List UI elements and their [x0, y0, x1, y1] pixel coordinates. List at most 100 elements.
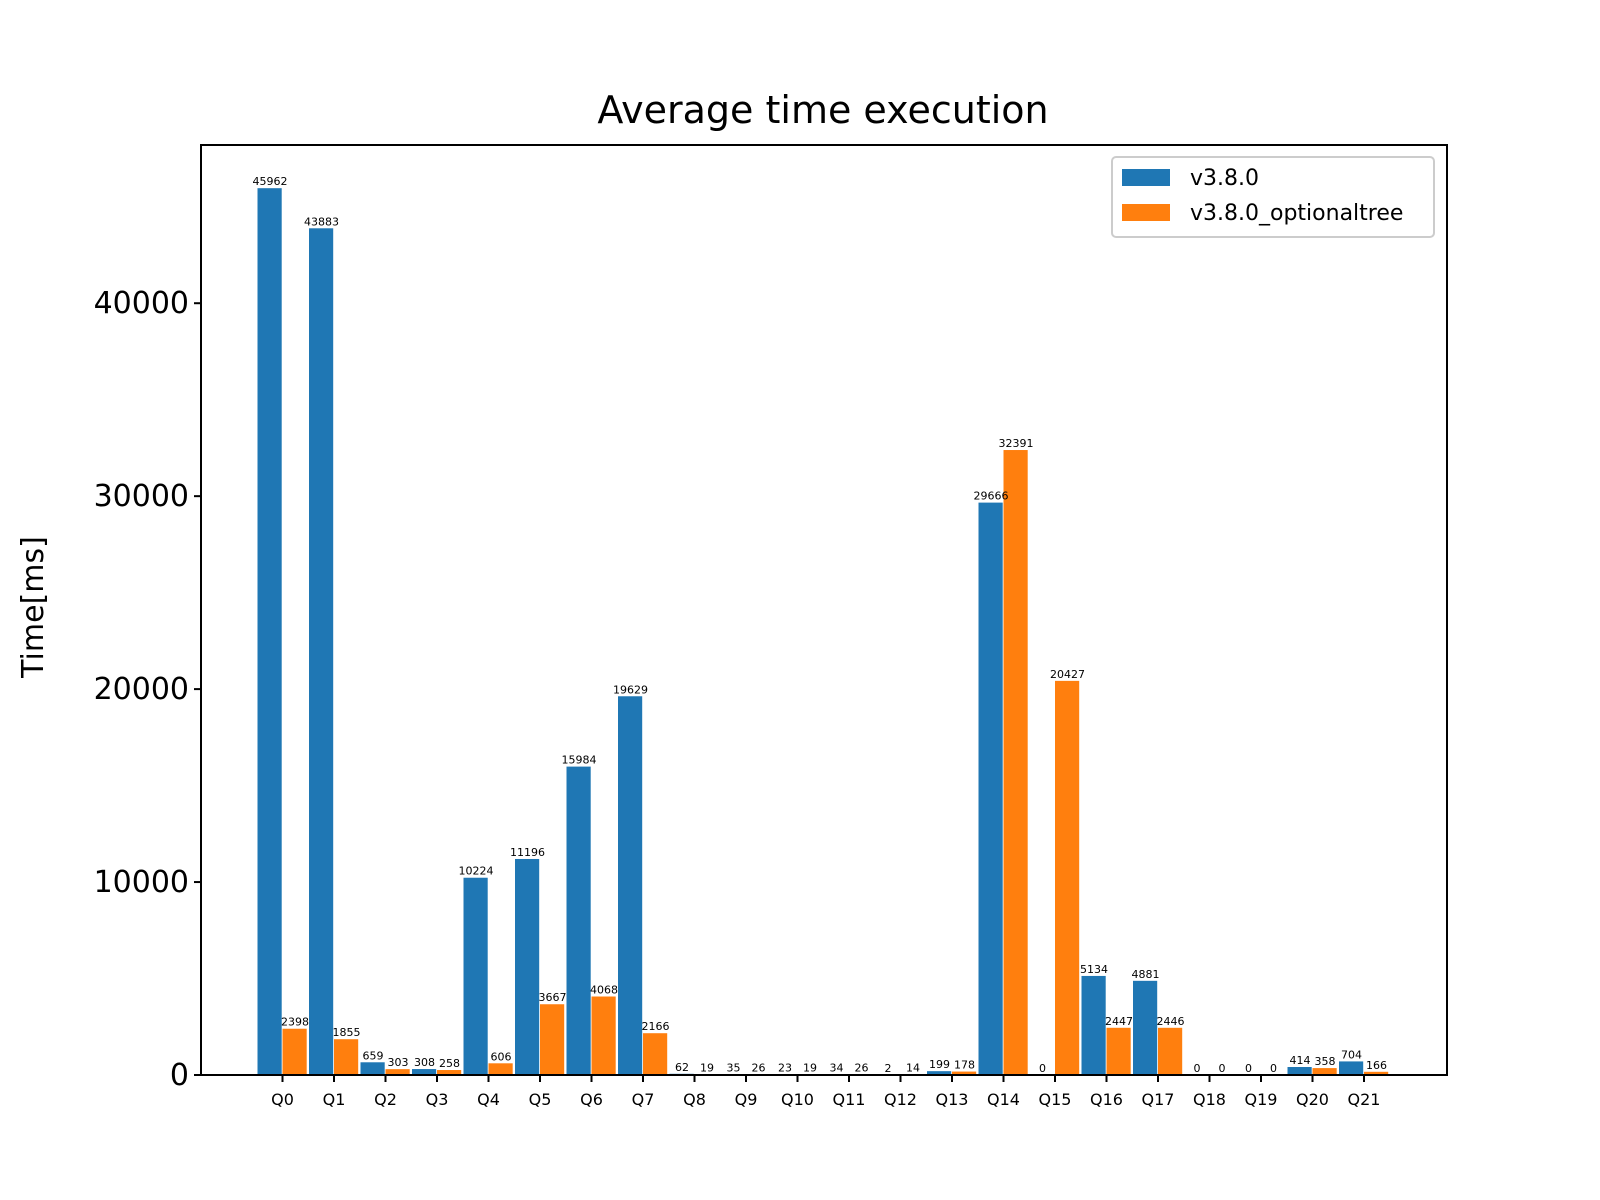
y-axis-label: Time[ms]	[16, 536, 51, 679]
bar-v380-Q17	[1133, 980, 1158, 1075]
data-label-v380-Q4: 10224	[459, 865, 494, 878]
data-label-optionaltree-Q7: 2166	[642, 1020, 670, 1033]
x-tick-label-Q15: Q15	[1039, 1090, 1072, 1109]
data-label-v380-Q7: 19629	[613, 683, 648, 696]
data-label-v380-Q20: 414	[1290, 1054, 1311, 1067]
y-tick-label-20000: 20000	[94, 672, 189, 707]
bar-optionaltree-Q16	[1106, 1027, 1131, 1075]
x-tick-label-Q4: Q4	[477, 1090, 500, 1109]
bar-v380-Q1	[309, 228, 334, 1076]
x-tick-label-Q12: Q12	[884, 1090, 917, 1109]
bar-v380-Q3	[412, 1069, 437, 1075]
bar-v380-Q5	[515, 858, 540, 1075]
x-tick-label-Q19: Q19	[1245, 1090, 1278, 1109]
y-axis: 0 10000 20000 30000 40000	[94, 286, 201, 1093]
data-label-v380-Q1: 43883	[304, 215, 339, 228]
y-tick-label-40000: 40000	[94, 286, 189, 321]
x-tick-label-Q6: Q6	[580, 1090, 603, 1109]
data-label-optionaltree-Q5: 3667	[539, 991, 567, 1004]
data-label-optionaltree-Q14: 32391	[999, 437, 1034, 450]
bar-optionaltree-Q21	[1364, 1071, 1389, 1075]
data-label-v380-Q13: 199	[929, 1058, 950, 1071]
x-tick-label-Q20: Q20	[1296, 1090, 1329, 1109]
legend-box	[1111, 156, 1435, 238]
data-label-v380-Q0: 45962	[253, 175, 288, 188]
x-tick-label-Q1: Q1	[323, 1090, 346, 1109]
x-tick-label-Q2: Q2	[374, 1090, 397, 1109]
x-tick-label-Q11: Q11	[833, 1090, 866, 1109]
data-label-v380-Q2: 659	[363, 1049, 384, 1062]
data-label-optionaltree-Q15: 20427	[1050, 668, 1085, 681]
data-label-v380-Q12: 2	[885, 1062, 892, 1075]
bar-optionaltree-Q4	[488, 1063, 513, 1075]
bar-optionaltree-Q6	[591, 996, 616, 1075]
x-tick-label-Q17: Q17	[1142, 1090, 1175, 1109]
bar-optionaltree-Q2	[385, 1069, 410, 1075]
data-label-optionaltree-Q20: 358	[1315, 1055, 1336, 1068]
bar-v380-Q20	[1287, 1067, 1312, 1075]
legend-label-v380: v3.8.0	[1190, 166, 1259, 191]
y-tick-label-30000: 30000	[94, 479, 189, 514]
bar-optionaltree-Q17	[1158, 1027, 1183, 1075]
bar-v380-Q4	[463, 877, 488, 1075]
x-tick-label-Q18: Q18	[1193, 1090, 1226, 1109]
bar-optionaltree-Q15	[1055, 680, 1080, 1075]
data-label-optionaltree-Q1: 1855	[333, 1026, 361, 1039]
x-tick-label-Q9: Q9	[735, 1090, 758, 1109]
data-label-v380-Q17: 4881	[1132, 968, 1160, 981]
data-label-v380-Q11: 34	[830, 1061, 844, 1074]
bar-optionaltree-Q7	[643, 1033, 668, 1075]
bar-v380-Q16	[1081, 975, 1106, 1075]
data-label-optionaltree-Q12: 14	[906, 1062, 920, 1075]
data-label-optionaltree-Q8: 19	[700, 1062, 714, 1075]
legend: v3.8.0 v3.8.0_optionaltree	[1111, 156, 1435, 238]
data-label-optionaltree-Q6: 4068	[590, 984, 618, 997]
x-tick-label-Q8: Q8	[683, 1090, 706, 1109]
bar-v380-Q13	[927, 1071, 952, 1075]
bar-v380-Q21	[1339, 1061, 1364, 1075]
data-label-optionaltree-Q19: 0	[1270, 1062, 1277, 1075]
data-label-optionaltree-Q9: 26	[752, 1061, 766, 1074]
data-label-optionaltree-Q0: 2398	[281, 1016, 309, 1029]
bar-v380-Q14	[978, 502, 1003, 1076]
data-label-optionaltree-Q11: 26	[855, 1061, 869, 1074]
plot-frame	[200, 144, 1448, 1076]
data-label-v380-Q8: 62	[675, 1061, 689, 1074]
x-tick-label-Q21: Q21	[1348, 1090, 1381, 1109]
legend-swatch-v380	[1122, 169, 1170, 186]
data-label-v380-Q10: 23	[778, 1062, 792, 1075]
bars-group	[257, 188, 1389, 1076]
data-label-v380-Q21: 704	[1341, 1048, 1362, 1061]
data-label-v380-Q5: 11196	[510, 846, 545, 859]
data-label-v380-Q6: 15984	[562, 754, 597, 767]
x-tick-label-Q13: Q13	[936, 1090, 969, 1109]
x-tick-label-Q14: Q14	[987, 1090, 1020, 1109]
data-label-optionaltree-Q18: 0	[1219, 1062, 1226, 1075]
x-tick-label-Q3: Q3	[426, 1090, 449, 1109]
x-tick-label-Q7: Q7	[632, 1090, 655, 1109]
bar-v380-Q6	[566, 766, 591, 1075]
bar-v380-Q0	[257, 188, 282, 1075]
legend-label-optionaltree: v3.8.0_optionaltree	[1190, 201, 1403, 226]
bar-v380-Q2	[360, 1062, 385, 1075]
data-label-optionaltree-Q21: 166	[1366, 1059, 1387, 1072]
bar-optionaltree-Q1	[334, 1039, 359, 1075]
bar-optionaltree-Q13	[952, 1071, 977, 1075]
data-label-v380-Q9: 35	[727, 1061, 741, 1074]
bar-optionaltree-Q14	[1003, 450, 1028, 1075]
data-label-optionaltree-Q13: 178	[954, 1059, 975, 1072]
data-label-optionaltree-Q4: 606	[491, 1050, 512, 1063]
bar-optionaltree-Q3	[437, 1070, 462, 1075]
data-label-optionaltree-Q17: 2446	[1157, 1015, 1185, 1028]
y-tick-label-0: 0	[170, 1058, 189, 1093]
data-label-v380-Q16: 5134	[1080, 963, 1108, 976]
bar-optionaltree-Q5	[540, 1004, 565, 1075]
data-label-optionaltree-Q3: 258	[439, 1057, 460, 1070]
data-label-optionaltree-Q16: 2447	[1105, 1015, 1133, 1028]
x-tick-label-Q0: Q0	[271, 1090, 294, 1109]
y-tick-label-10000: 10000	[94, 865, 189, 900]
x-tick-label-Q10: Q10	[781, 1090, 814, 1109]
data-label-v380-Q3: 308	[414, 1056, 435, 1069]
